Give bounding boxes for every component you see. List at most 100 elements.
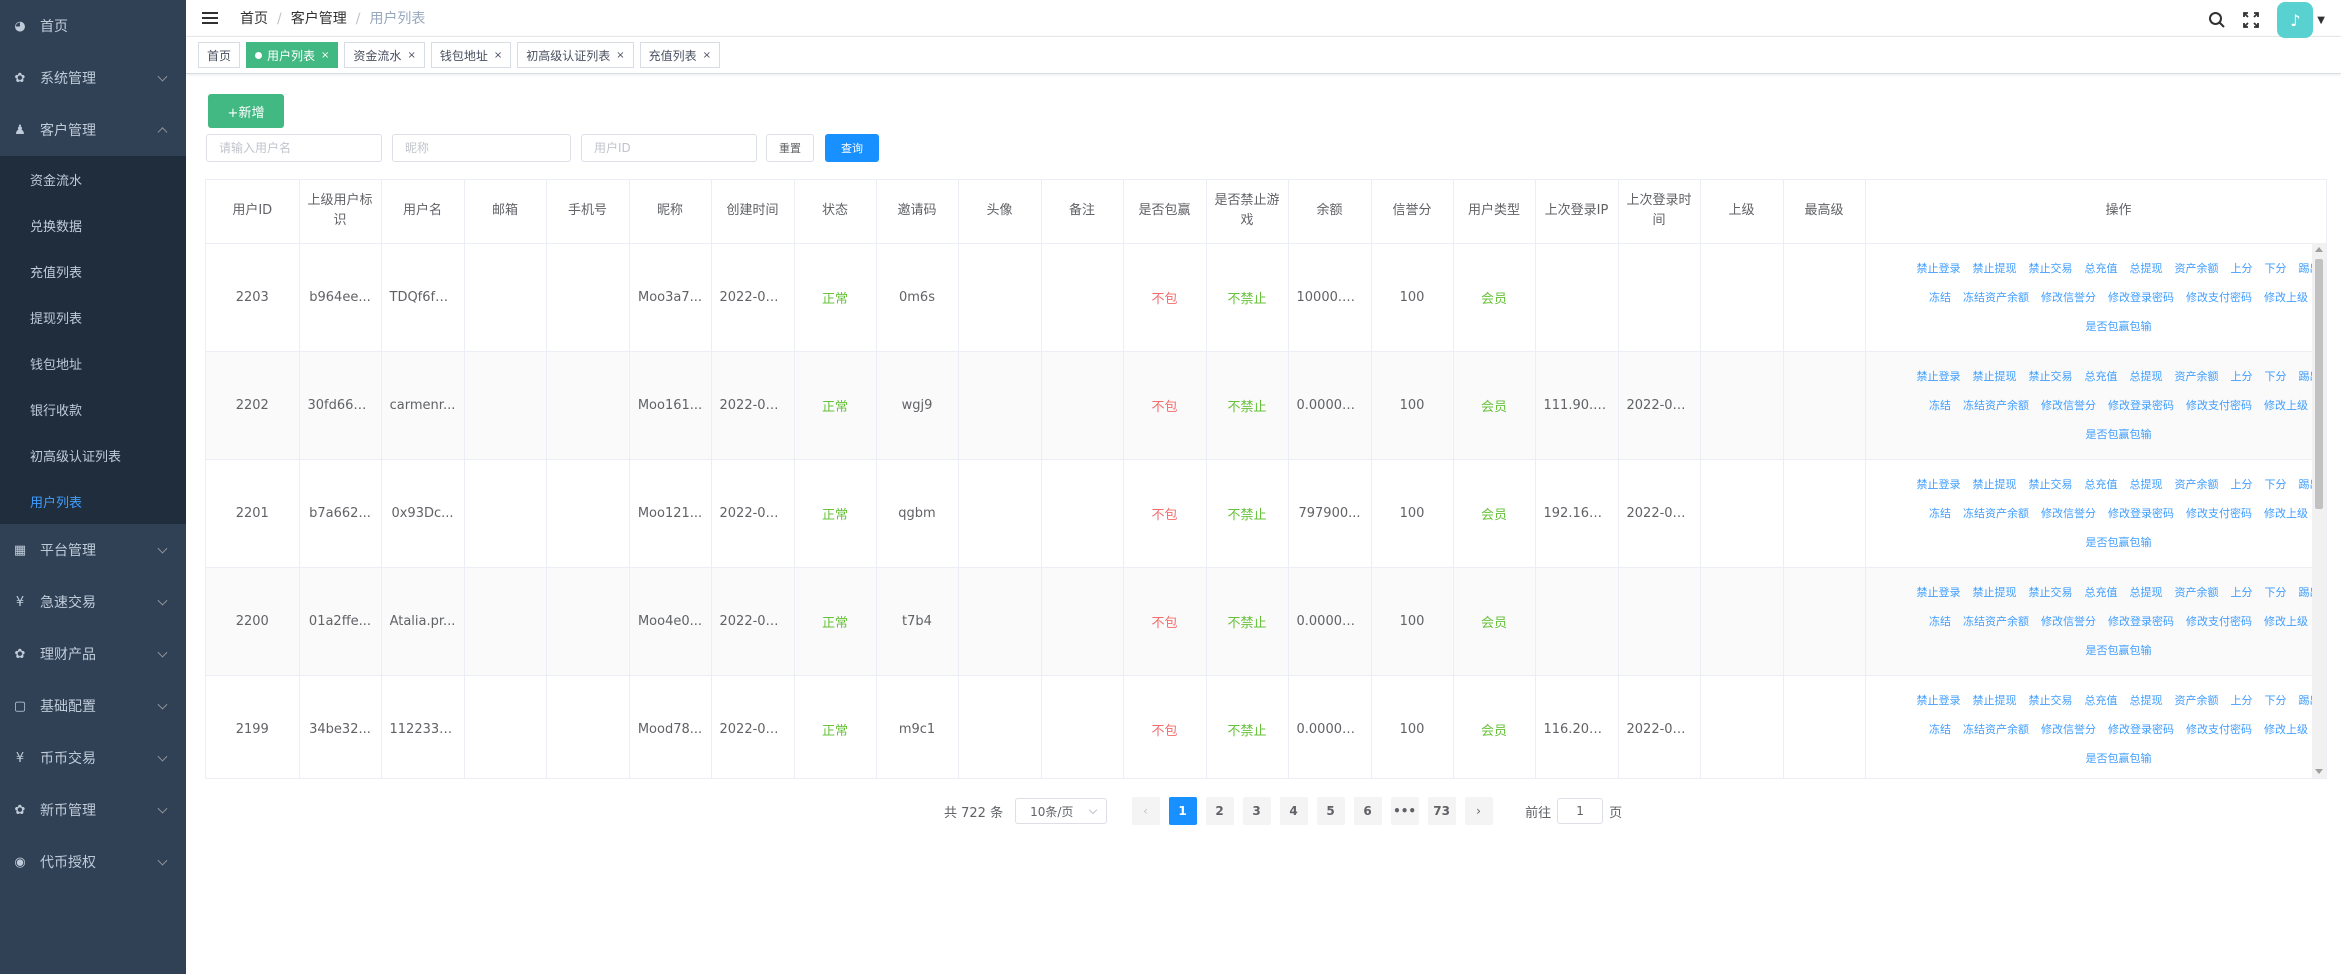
action-link[interactable]: 资产余额 bbox=[2174, 369, 2219, 383]
sidebar-item-0[interactable]: ◕ 首页 bbox=[0, 0, 186, 52]
page-size-select[interactable]: 10条/页 bbox=[1015, 798, 1108, 824]
action-link[interactable]: 冻结 bbox=[1929, 614, 1951, 628]
hamburger-icon[interactable] bbox=[202, 9, 218, 27]
action-link[interactable]: 修改登录密码 bbox=[2108, 614, 2174, 628]
action-link[interactable]: 修改信誉分 bbox=[2041, 506, 2096, 520]
action-link[interactable]: 是否包赢包输 bbox=[2085, 751, 2152, 765]
action-link[interactable]: 下分 bbox=[2264, 261, 2287, 275]
action-link[interactable]: 下分 bbox=[2264, 477, 2287, 491]
action-link[interactable]: 修改信誉分 bbox=[2041, 722, 2096, 736]
action-link[interactable]: 下分 bbox=[2264, 369, 2287, 383]
close-icon[interactable]: × bbox=[407, 49, 416, 61]
tag-0[interactable]: 首页 bbox=[198, 42, 241, 68]
action-link[interactable]: 冻结 bbox=[1929, 398, 1951, 412]
action-link[interactable]: 修改上级 bbox=[2264, 290, 2308, 304]
action-link[interactable]: 上分 bbox=[2230, 477, 2253, 491]
submenu-item-2[interactable]: 充值列表 bbox=[30, 265, 83, 281]
reset-button[interactable]: 重置 bbox=[766, 134, 814, 162]
prev-page-button[interactable]: ‹ bbox=[1131, 797, 1160, 825]
caret-down-icon[interactable]: ▼ bbox=[2317, 14, 2325, 26]
action-link[interactable]: 修改支付密码 bbox=[2186, 722, 2252, 736]
tag-4[interactable]: 初高级认证列表 × bbox=[517, 42, 634, 68]
username-input[interactable] bbox=[206, 134, 382, 162]
page-button[interactable]: 1 bbox=[1168, 797, 1197, 825]
action-link[interactable]: 禁止提现 bbox=[1972, 261, 2017, 275]
action-link[interactable]: 修改信誉分 bbox=[2041, 614, 2096, 628]
page-button[interactable]: 3 bbox=[1242, 797, 1271, 825]
sidebar-item-4[interactable]: ¥ 急速交易 bbox=[0, 576, 186, 628]
fullscreen-icon[interactable] bbox=[2235, 4, 2267, 36]
action-link[interactable]: 修改支付密码 bbox=[2186, 506, 2252, 520]
sidebar-item-9[interactable]: ◉ 代币授权 bbox=[0, 836, 186, 888]
action-link[interactable]: 修改登录密码 bbox=[2108, 398, 2174, 412]
action-link[interactable]: 是否包赢包输 bbox=[2085, 535, 2152, 549]
action-link[interactable]: 冻结资产余额 bbox=[1963, 722, 2029, 736]
close-icon[interactable]: × bbox=[702, 49, 712, 61]
userid-input[interactable] bbox=[581, 134, 757, 162]
action-link[interactable]: 总提现 bbox=[2129, 585, 2163, 599]
tag-5[interactable]: 充值列表 × bbox=[639, 42, 721, 68]
action-link[interactable]: 冻结 bbox=[1929, 290, 1951, 304]
action-link[interactable]: 修改登录密码 bbox=[2108, 506, 2174, 520]
page-button[interactable]: 73 bbox=[1427, 797, 1456, 825]
sidebar-item-1[interactable]: ✿ 系统管理 bbox=[0, 52, 186, 104]
action-link[interactable]: 上分 bbox=[2230, 369, 2253, 383]
action-link[interactable]: 禁止交易 bbox=[2028, 693, 2073, 707]
action-link[interactable]: 总充值 bbox=[2084, 585, 2118, 599]
action-link[interactable]: 修改信誉分 bbox=[2041, 290, 2096, 304]
action-link[interactable]: 禁止交易 bbox=[2028, 585, 2073, 599]
action-link[interactable]: 总充值 bbox=[2084, 477, 2118, 491]
action-link[interactable]: 下分 bbox=[2264, 585, 2287, 599]
action-link[interactable]: 上分 bbox=[2230, 693, 2253, 707]
action-link[interactable]: 资产余额 bbox=[2174, 477, 2219, 491]
action-link[interactable]: 资产余额 bbox=[2174, 261, 2219, 275]
action-link[interactable]: 禁止登录 bbox=[1916, 477, 1961, 491]
action-link[interactable]: 禁止提现 bbox=[1972, 693, 2017, 707]
close-icon[interactable]: × bbox=[616, 49, 625, 61]
action-link[interactable]: 禁止登录 bbox=[1916, 693, 1961, 707]
search-button[interactable]: 查询 bbox=[825, 134, 879, 162]
sidebar-item-8[interactable]: ✿ 新币管理 bbox=[0, 784, 186, 836]
action-link[interactable]: 冻结 bbox=[1929, 722, 1951, 736]
action-link[interactable]: 修改支付密码 bbox=[2186, 614, 2252, 628]
sidebar-item-3[interactable]: ▦ 平台管理 bbox=[0, 524, 186, 576]
submenu-item-3[interactable]: 提现列表 bbox=[30, 311, 83, 327]
avatar[interactable]: ♪ bbox=[2277, 2, 2314, 38]
action-link[interactable]: 禁止交易 bbox=[2028, 369, 2073, 383]
action-link[interactable]: 总提现 bbox=[2129, 477, 2163, 491]
action-link[interactable]: 总提现 bbox=[2129, 261, 2163, 275]
action-link[interactable]: 修改登录密码 bbox=[2108, 290, 2174, 304]
action-link[interactable]: 修改登录密码 bbox=[2108, 722, 2174, 736]
sidebar-item-6[interactable]: ▢ 基础配置 bbox=[0, 680, 186, 732]
action-link[interactable]: 修改上级 bbox=[2264, 614, 2308, 628]
action-link[interactable]: 是否包赢包输 bbox=[2085, 427, 2152, 441]
action-link[interactable]: 上分 bbox=[2230, 261, 2253, 275]
action-link[interactable]: 修改上级 bbox=[2264, 722, 2308, 736]
action-link[interactable]: 禁止交易 bbox=[2028, 477, 2073, 491]
add-button[interactable]: +新增 bbox=[208, 94, 284, 128]
next-page-button[interactable]: › bbox=[1464, 797, 1493, 825]
submenu-item-0[interactable]: 资金流水 bbox=[30, 173, 83, 189]
action-link[interactable]: 修改支付密码 bbox=[2186, 398, 2252, 412]
close-icon[interactable]: × bbox=[321, 49, 330, 61]
page-button[interactable]: 6 bbox=[1353, 797, 1382, 825]
action-link[interactable]: 冻结 bbox=[1929, 506, 1951, 520]
action-link[interactable]: 资产余额 bbox=[2174, 585, 2219, 599]
submenu-item-4[interactable]: 钱包地址 bbox=[30, 357, 83, 373]
action-link[interactable]: 禁止提现 bbox=[1972, 369, 2017, 383]
action-link[interactable]: 总充值 bbox=[2084, 261, 2118, 275]
action-link[interactable]: 冻结资产余额 bbox=[1963, 290, 2029, 304]
action-link[interactable]: 总充值 bbox=[2084, 693, 2118, 707]
action-link[interactable]: 冻结资产余额 bbox=[1963, 506, 2029, 520]
action-link[interactable]: 资产余额 bbox=[2174, 693, 2219, 707]
submenu-item-6[interactable]: 初高级认证列表 bbox=[30, 449, 122, 465]
page-button[interactable]: 2 bbox=[1205, 797, 1234, 825]
action-link[interactable]: 禁止登录 bbox=[1916, 369, 1961, 383]
action-link[interactable]: 下分 bbox=[2264, 693, 2287, 707]
action-link[interactable]: 是否包赢包输 bbox=[2085, 319, 2152, 333]
sidebar-item-5[interactable]: ✿ 理财产品 bbox=[0, 628, 186, 680]
sidebar-item-7[interactable]: ¥ 币币交易 bbox=[0, 732, 186, 784]
action-link[interactable]: 禁止登录 bbox=[1916, 261, 1961, 275]
tag-1[interactable]: 用户列表 × bbox=[246, 42, 339, 68]
action-link[interactable]: 上分 bbox=[2230, 585, 2253, 599]
